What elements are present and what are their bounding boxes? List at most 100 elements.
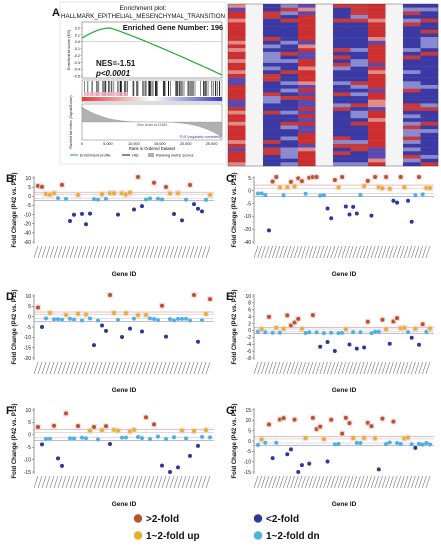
heatmap-cell: [403, 162, 421, 167]
heatmap-cell: [385, 99, 404, 104]
heatmap-cell: [228, 107, 246, 111]
heatmap-cell: [420, 88, 439, 93]
gene-id-tick-label: [407, 245, 412, 259]
heatmap-cell: [245, 121, 264, 126]
gene-id-tick-label: [177, 245, 183, 259]
gene-id-tick-label: [392, 475, 398, 489]
data-point: [152, 317, 156, 322]
gene-id-tick-label: [272, 475, 277, 489]
panel-letter-c: C: [226, 173, 234, 185]
data-point: [140, 329, 144, 334]
y-tick-label: -10: [24, 335, 31, 341]
gene-id-tick-label: [101, 361, 107, 375]
data-point: [329, 216, 334, 221]
gene-id-tick-label: [181, 361, 187, 375]
heatmap-cell: [333, 73, 351, 78]
enriched-gene-number: Enriched Gene Number: 196: [123, 23, 223, 32]
gene-id-tick-label: [145, 245, 151, 259]
heatmap-cell: [333, 40, 351, 45]
data-point: [40, 184, 44, 189]
y-tick-label: 0: [28, 194, 31, 200]
data-point: [64, 411, 68, 416]
heatmap-cell: [350, 125, 369, 130]
gene-id-tick-label: [41, 245, 47, 259]
gene-id-tick-label: [101, 475, 107, 489]
gene-id-tick-label: [385, 475, 391, 489]
heatmap-cell: [368, 110, 386, 115]
gene-id-tick-label: [161, 475, 167, 489]
heatmap-cell: [403, 40, 421, 45]
gene-id-tick-label: [201, 361, 207, 375]
heatmap-cell: [350, 110, 369, 115]
heatmap-cell: [228, 118, 246, 123]
data-point: [310, 313, 315, 318]
data-point: [285, 185, 290, 190]
heatmap-cell: [403, 140, 421, 145]
gene-id-tick-label: [414, 361, 420, 375]
y-tick-label: -10: [24, 212, 31, 218]
heatmap-cell: [368, 147, 386, 152]
heatmap-cell: [315, 70, 334, 75]
heatmap-cell: [333, 129, 351, 134]
heatmap-cell: [228, 140, 246, 145]
heatmap-cell: [385, 107, 404, 111]
heatmap-cell: [245, 37, 264, 42]
heatmap-cell: [368, 22, 386, 27]
data-point: [373, 436, 378, 441]
gene-id-tick-label: [345, 475, 350, 489]
heatmap-cell: [245, 114, 264, 119]
data-point: [76, 311, 80, 316]
gene-id-tick-label: [348, 245, 354, 259]
legend-ranking: Ranking metric scores: [156, 154, 194, 158]
gene-id-tick-label: [370, 475, 376, 489]
heatmap-cell: [333, 77, 351, 82]
data-point: [132, 207, 136, 212]
nes-value: NES=-1.51: [96, 59, 136, 68]
es-tick-label: 0.0: [75, 40, 80, 44]
heatmap-cell: [298, 70, 316, 75]
gene-id-tick-label: [121, 475, 127, 489]
gene-id-tick-label: [425, 245, 431, 259]
heatmap-cell: [368, 154, 386, 159]
heatmap-cell: [385, 151, 404, 156]
data-point: [56, 456, 60, 461]
data-point: [277, 185, 282, 190]
y-tick-label: 5: [248, 176, 251, 182]
gene-id-tick-label: [129, 475, 135, 489]
gene-id-tick-label: [348, 475, 354, 489]
heatmap-cell: [385, 85, 404, 89]
heatmap-cell: [263, 48, 281, 53]
gene-id-tick-label: [153, 475, 159, 489]
data-point: [120, 334, 124, 339]
gene-id-tick-label: [193, 245, 199, 259]
data-point: [176, 316, 180, 321]
heatmap-cell: [263, 11, 281, 16]
data-point: [188, 453, 192, 458]
heatmap-cell: [315, 118, 334, 123]
gene-id-tick-label: [253, 475, 259, 489]
heatmap-cell: [245, 92, 264, 97]
heatmap-cell: [368, 92, 386, 97]
heatmap-cell: [280, 121, 299, 126]
gene-id-tick-label: [425, 361, 431, 375]
heatmap-cell: [385, 162, 404, 167]
heatmap-cell: [403, 99, 421, 104]
heatmap-cell: [350, 121, 369, 126]
gene-id-tick-label: [145, 475, 151, 489]
heatmap-cell: [263, 118, 281, 123]
data-point: [52, 423, 56, 428]
heatmap-cell: [420, 22, 439, 27]
heatmap-cell: [385, 121, 404, 126]
gene-id-tick-label: [400, 361, 405, 375]
gene-id-tick-label: [61, 245, 67, 259]
heatmap-cell: [280, 132, 299, 137]
heatmap-cell: [350, 85, 369, 89]
y-tick-label: 10: [245, 294, 251, 300]
heatmap-cell: [280, 7, 299, 12]
data-point: [144, 415, 148, 420]
gene-id-tick-label: [77, 245, 83, 259]
heatmap-cell: [368, 118, 386, 123]
panel-letter-a: A: [52, 7, 60, 19]
gene-id-tick-label: [359, 245, 365, 259]
gene-id-tick-label: [49, 361, 55, 375]
